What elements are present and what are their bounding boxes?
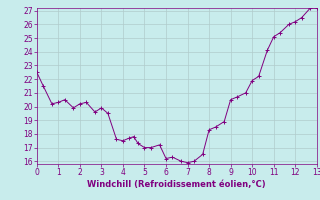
X-axis label: Windchill (Refroidissement éolien,°C): Windchill (Refroidissement éolien,°C) bbox=[87, 180, 266, 189]
